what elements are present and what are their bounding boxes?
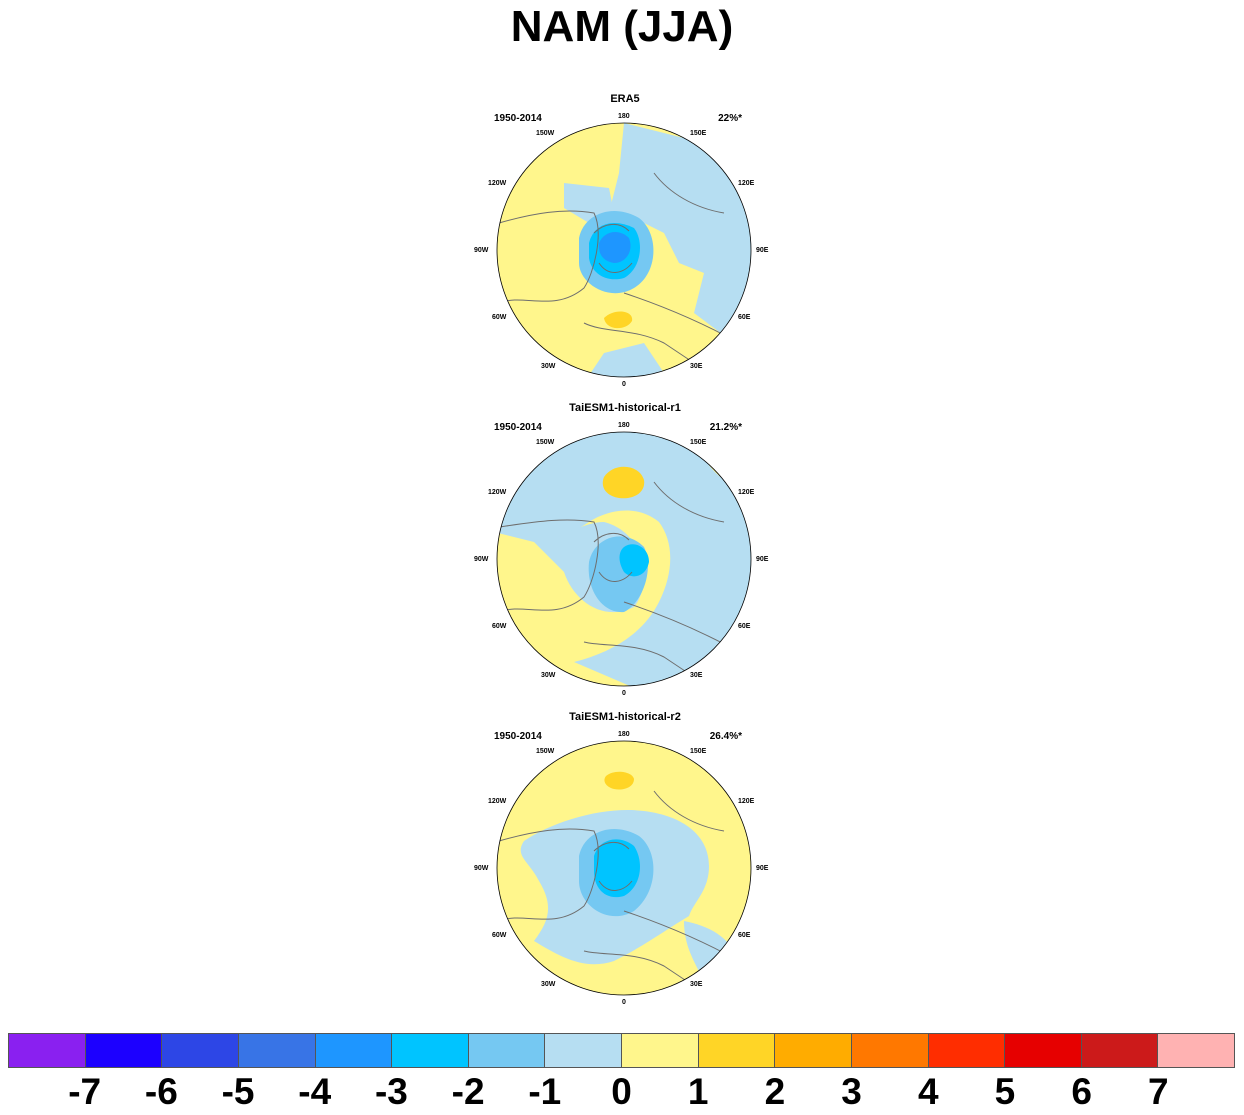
colorbar-tick-label: 7 — [1148, 1071, 1169, 1112]
colorbar-swatch — [468, 1034, 546, 1067]
lon-label-90w: 90W — [474, 247, 489, 254]
colorbar-swatch — [238, 1034, 316, 1067]
lon-label-180: 180 — [618, 731, 630, 738]
colorbar-swatch — [698, 1034, 776, 1067]
panel-period: 1950-2014 — [494, 422, 542, 433]
panel-variance: 22%* — [718, 113, 742, 124]
panel-variance: 26.4%* — [709, 731, 742, 742]
lon-label-120e: 120E — [738, 798, 755, 805]
panel-title: ERA5 — [610, 93, 640, 105]
colorbar-swatch — [928, 1034, 1006, 1067]
lon-label-30w: 30W — [541, 981, 556, 988]
anomaly-minus3 — [598, 231, 631, 263]
lon-label-60e: 60E — [738, 623, 751, 630]
anomaly-plus1 — [602, 466, 645, 499]
map-boundary — [496, 122, 752, 378]
map-panel-r2: TaiESM1-historical-r2 1950-2014 26.4%* 1… — [470, 711, 780, 1011]
colorbar-tick-label: -4 — [298, 1071, 332, 1112]
lon-label-60w: 60W — [492, 932, 507, 939]
lon-label-60w: 60W — [492, 623, 507, 630]
anomaly-plus1 — [604, 771, 634, 790]
lon-label-90e: 90E — [756, 865, 769, 872]
colorbar-tick-label: 2 — [764, 1071, 786, 1112]
colorbar-swatch — [851, 1034, 929, 1067]
lon-label-120e: 120E — [738, 489, 755, 496]
lon-label-90e: 90E — [756, 247, 769, 254]
anomaly-plus1 — [604, 311, 633, 329]
map-boundary — [496, 431, 752, 687]
panel-variance: 21.2%* — [709, 422, 742, 433]
lon-label-30w: 30W — [541, 672, 556, 679]
lon-label-120w: 120W — [488, 180, 507, 187]
lon-label-150w: 150W — [536, 748, 555, 755]
colorbar-tick-label: 1 — [687, 1071, 709, 1112]
colorbar-swatch — [1081, 1034, 1159, 1067]
colorbar-tick-label: -3 — [374, 1071, 408, 1112]
colorbar — [8, 1033, 1235, 1068]
map-panel-r1: TaiESM1-historical-r1 1950-2014 21.2%* 1… — [470, 402, 780, 702]
lon-label-30w: 30W — [541, 363, 556, 370]
colorbar-tick-label: -1 — [528, 1071, 562, 1112]
colorbar-swatch — [545, 1034, 622, 1067]
lon-label-120w: 120W — [488, 489, 507, 496]
lon-label-90w: 90W — [474, 556, 489, 563]
lon-label-90e: 90E — [756, 556, 769, 563]
panel-period: 1950-2014 — [494, 113, 542, 124]
negative-region — [609, 123, 751, 343]
lon-label-60w: 60W — [492, 314, 507, 321]
anomaly-minus2 — [594, 839, 640, 898]
colorbar-tick-label: 3 — [841, 1071, 862, 1112]
lon-label-150w: 150W — [536, 130, 555, 137]
lon-label-30e: 30E — [690, 981, 703, 988]
colorbar-tick-label: -5 — [221, 1071, 255, 1112]
polar-map-r1 — [496, 431, 752, 687]
coastline — [583, 842, 695, 987]
lon-label-180: 180 — [618, 113, 630, 120]
coastline — [583, 533, 695, 678]
colorbar-swatch — [315, 1034, 393, 1067]
map-panel-era5: ERA5 1950-2014 22%* 180 150E 120E 90E 60… — [470, 93, 780, 393]
panel-title: TaiESM1-historical-r1 — [569, 402, 681, 414]
colorbar-swatch — [1005, 1034, 1082, 1067]
colorbar-tick-label: -7 — [68, 1071, 102, 1112]
lon-label-0: 0 — [622, 381, 626, 388]
colorbar-tick-label: -2 — [451, 1071, 485, 1112]
colorbar-tick-label: 5 — [994, 1071, 1016, 1112]
anomaly-minus2 — [619, 544, 649, 577]
negative-region — [497, 432, 751, 686]
lon-label-30e: 30E — [690, 363, 703, 370]
lon-label-150w: 150W — [536, 439, 555, 446]
negative-region — [584, 343, 664, 377]
polar-map-era5 — [496, 122, 752, 378]
lon-label-30e: 30E — [690, 672, 703, 679]
lon-label-90w: 90W — [474, 865, 489, 872]
colorbar-swatch — [9, 1034, 86, 1067]
lon-label-150e: 150E — [690, 748, 707, 755]
lon-label-120w: 120W — [488, 798, 507, 805]
colorbar-swatch — [775, 1034, 852, 1067]
lon-label-0: 0 — [622, 999, 626, 1006]
lon-label-180: 180 — [618, 422, 630, 429]
panel-period: 1950-2014 — [494, 731, 542, 742]
lon-label-150e: 150E — [690, 439, 707, 446]
figure-title: NAM (JJA) — [510, 2, 734, 51]
lon-label-150e: 150E — [690, 130, 707, 137]
colorbar-swatch — [1158, 1034, 1234, 1067]
lon-label-120e: 120E — [738, 180, 755, 187]
map-boundary — [496, 740, 752, 996]
colorbar-tick-label: -6 — [144, 1071, 178, 1112]
colorbar-swatch — [392, 1034, 469, 1067]
colorbar-swatch — [162, 1034, 239, 1067]
polar-map-r2 — [496, 740, 752, 996]
colorbar-swatch — [622, 1034, 699, 1067]
colorbar-tick-label: 6 — [1071, 1071, 1092, 1112]
colorbar-swatch — [85, 1034, 163, 1067]
lon-label-60e: 60E — [738, 932, 751, 939]
colorbar-tick-label: 4 — [917, 1071, 939, 1112]
colorbar-tick-label: 0 — [611, 1071, 632, 1112]
lon-label-60e: 60E — [738, 314, 751, 321]
lon-label-0: 0 — [622, 690, 626, 697]
coastline — [583, 224, 695, 364]
panel-title: TaiESM1-historical-r2 — [569, 711, 681, 723]
